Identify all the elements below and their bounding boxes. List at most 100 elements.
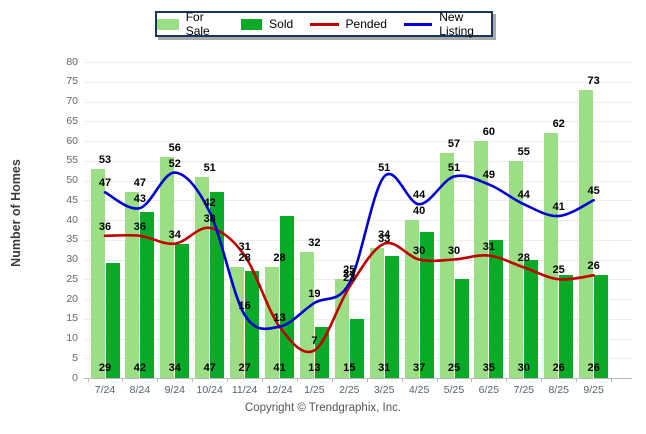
data-label-new-listing: 49 [482,169,496,182]
data-label-sold: 13 [308,362,321,374]
data-label-new-listing: 44 [517,189,530,202]
data-label-sold: 37 [412,362,426,374]
x-axis-label: 10/24 [196,384,223,396]
gridline [84,239,632,241]
gridline [84,141,632,142]
data-label-pended: 34 [378,228,391,241]
y-axis-tick-label: 50 [66,174,78,186]
gridline [84,220,632,221]
x-axis-label: 9/24 [164,384,186,396]
data-label-new-listing: 41 [552,201,565,214]
data-label-pended: 23 [343,272,356,285]
y-axis-tick-label: 30 [66,253,78,265]
data-label-pended: 25 [552,264,565,277]
legend-label-for-sale: For Sale [185,10,210,38]
bar-sold [314,326,329,378]
gridline [84,180,632,182]
x-axis-label: 8/24 [129,384,151,396]
x-axis-label: 9/25 [583,384,604,396]
y-axis-tick-label: 25 [66,272,78,285]
data-label-pended: 30 [447,244,461,257]
bar-sold [489,239,504,378]
data-label-for-sale: 32 [308,236,321,249]
y-axis-tick-label: 20 [66,292,78,305]
bar-sold [594,275,609,378]
data-label-new-listing: 45 [587,185,600,198]
gridline [84,101,632,103]
data-label-new-listing: 13 [273,311,286,324]
data-label-pended: 38 [203,212,216,225]
new-listing-line-swatch-icon [403,22,433,26]
sold-swatch-icon [240,18,263,30]
data-label-for-sale: 28 [273,252,286,265]
x-axis-label: 7/24 [94,384,116,396]
y-axis-tick-label: 65 [66,114,78,127]
data-label-new-listing: 16 [238,299,251,312]
gridline [84,378,632,379]
gridline [84,299,632,300]
for-sale-swatch-icon [157,18,179,30]
gridline [84,200,632,202]
y-axis-tick-label: 55 [66,154,78,167]
data-label-pended: 36 [98,220,112,233]
data-label-new-listing: 52 [168,157,181,170]
bar-for-sale [509,160,524,378]
bar-for-sale [404,220,419,378]
y-axis-tick-label: 5 [72,351,78,364]
gridline [84,279,632,281]
bar-sold [140,212,155,378]
data-label-sold: 29 [98,362,112,374]
legend-label-new-listing: New Listing [439,10,474,38]
data-label-for-sale: 56 [168,141,181,154]
legend: For Sale Sold Pended New Listing [155,10,493,38]
data-label-for-sale: 57 [447,137,461,150]
x-axis-label: 12/24 [266,384,293,396]
gridline [84,62,632,63]
gridline [84,160,632,162]
data-label-sold: 41 [273,362,286,374]
data-label-for-sale: 60 [482,126,496,138]
data-label-sold: 30 [517,362,530,374]
x-axis-tick [506,378,508,382]
data-label-for-sale: 33 [378,232,391,245]
x-axis-label: 1/25 [304,384,325,396]
x-axis-tick [262,378,264,382]
gridline [84,81,632,83]
x-axis-label: 11/24 [231,384,258,396]
x-axis-tick [576,378,578,382]
data-label-new-listing: 19 [308,287,321,300]
data-label-new-listing: 44 [412,189,426,202]
y-axis-tick-label: 60 [66,134,78,147]
x-axis-label: 8/25 [548,384,569,396]
data-label-pended: 34 [168,228,181,241]
x-axis-tick [331,378,333,382]
x-axis-tick [87,378,89,382]
y-axis-tick-label: 0 [72,371,78,384]
x-axis-tick [401,378,403,382]
data-label-pended: 28 [517,252,530,265]
data-label-for-sale: 55 [517,145,530,158]
x-axis-tick [436,378,438,382]
data-label-for-sale: 53 [98,153,112,166]
bar-sold [559,275,574,378]
y-axis-tick-label: 15 [66,312,78,325]
data-label-sold: 42 [133,362,147,374]
data-label-new-listing: 24 [343,268,356,281]
data-label-sold: 26 [552,362,565,374]
data-label-sold: 26 [587,362,600,374]
data-label-sold: 35 [482,362,496,374]
x-axis-tick [541,378,543,382]
data-label-for-sale: 40 [412,205,426,217]
data-label-sold: 25 [447,362,461,374]
data-label-for-sale: 47 [133,177,147,190]
bar-for-sale [439,152,454,378]
pended-line-swatch-icon [310,22,339,26]
data-label-for-sale: 25 [343,264,356,277]
data-label-pended: 36 [133,220,147,233]
y-axis-tick-label: 45 [66,193,78,206]
gridline [84,121,632,123]
x-axis-tick [227,378,229,382]
bar-for-sale [579,89,594,378]
